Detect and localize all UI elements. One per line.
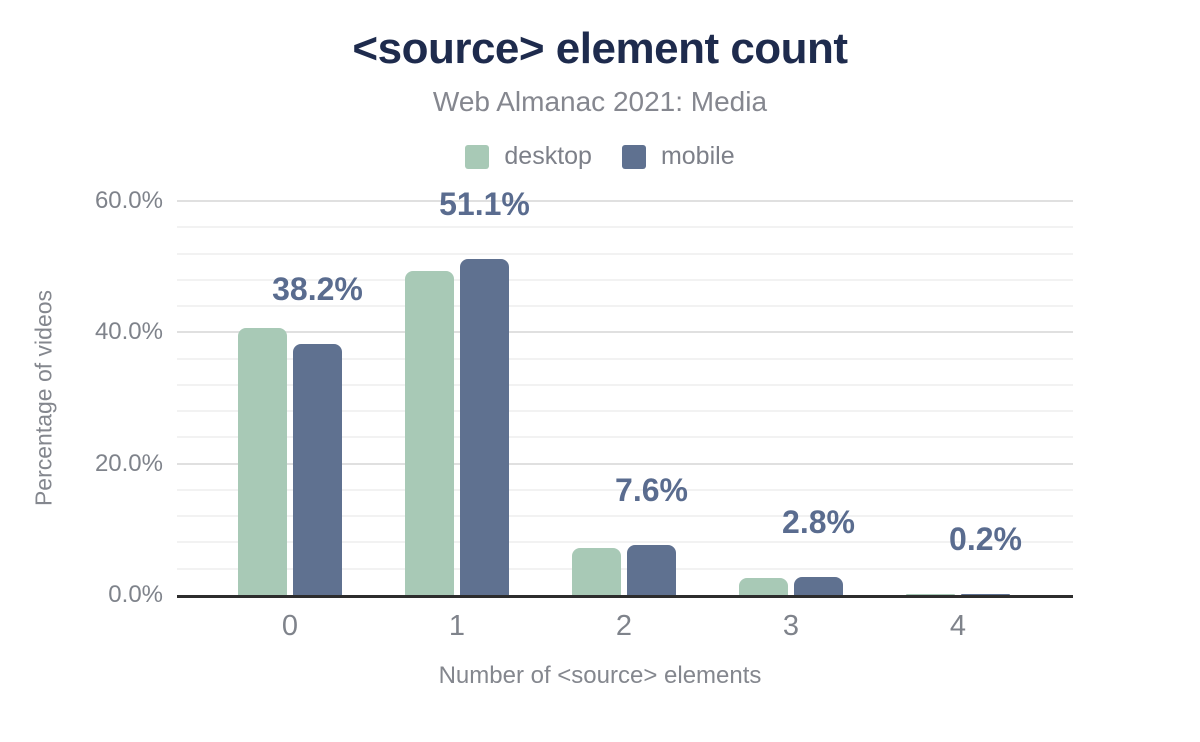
- bar-desktop-3[interactable]: [739, 577, 788, 595]
- legend: desktop mobile: [0, 142, 1200, 171]
- bar-mobile-2[interactable]: [627, 545, 676, 595]
- gridline: [177, 252, 1073, 255]
- gridline: [177, 305, 1073, 308]
- bar-desktop-4[interactable]: [906, 593, 955, 595]
- x-tick-2: 2: [615, 610, 633, 642]
- gridline: [177, 278, 1073, 281]
- x-axis-title: Number of <source> elements: [438, 662, 762, 689]
- x-tick-0: 0: [281, 610, 299, 642]
- data-label-0: 38.2%: [272, 271, 363, 308]
- x-tick-3: 3: [782, 610, 800, 642]
- gridline: [177, 462, 1073, 465]
- bar-mobile-3[interactable]: [794, 576, 843, 595]
- gridline: [177, 357, 1073, 360]
- legend-entry-desktop: desktop: [465, 142, 592, 171]
- data-label-4: 0.2%: [949, 520, 1022, 557]
- x-tick-4: 4: [949, 610, 967, 642]
- x-tick-1: 1: [448, 610, 466, 642]
- legend-label: mobile: [660, 142, 735, 170]
- y-tick-20: 20.0%: [94, 449, 163, 477]
- data-label-3: 2.8%: [782, 503, 855, 540]
- gridline: [177, 200, 1073, 202]
- gridline: [177, 515, 1073, 518]
- x-axis-baseline: [177, 595, 1073, 598]
- legend-swatch-desktop: [465, 144, 490, 169]
- y-tick-40: 40.0%: [94, 318, 163, 346]
- legend-swatch-mobile: [621, 144, 646, 169]
- data-label-2: 7.6%: [615, 472, 688, 509]
- gridline: [177, 567, 1073, 570]
- y-tick-60: 60.0%: [94, 187, 163, 214]
- gridline: [177, 488, 1073, 491]
- bar-mobile-4[interactable]: [961, 593, 1010, 595]
- data-label-1: 51.1%: [439, 186, 530, 223]
- chart-title: <source> element count: [352, 24, 848, 73]
- bar-desktop-0[interactable]: [238, 327, 287, 595]
- gridline: [177, 436, 1073, 439]
- bar-mobile-1[interactable]: [460, 259, 509, 595]
- gridline: [177, 331, 1073, 334]
- y-tick-0: 0.0%: [108, 581, 163, 608]
- gridline: [177, 383, 1073, 386]
- legend-entry-mobile: mobile: [621, 142, 735, 171]
- gridline: [177, 410, 1073, 413]
- plot-area: 38.2% 51.1% 7.6% 2.8% 0.2%: [177, 186, 1073, 595]
- bar-mobile-0[interactable]: [293, 344, 342, 595]
- bar-desktop-1[interactable]: [405, 270, 454, 595]
- bar-desktop-2[interactable]: [572, 548, 621, 595]
- chart-subtitle: Web Almanac 2021: Media: [432, 86, 768, 117]
- legend-label: desktop: [504, 142, 592, 170]
- gridline: [177, 226, 1073, 229]
- gridline: [177, 541, 1073, 544]
